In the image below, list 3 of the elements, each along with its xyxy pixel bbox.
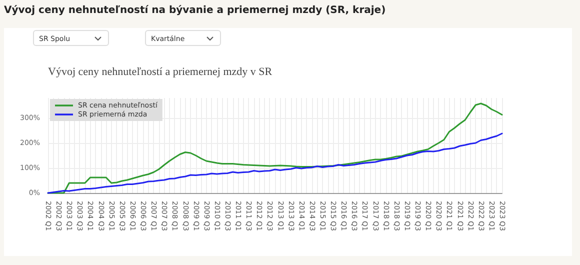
line-series [47,132,503,194]
chart-title: Vývoj ceny nehnuteľností na bývanie a priemernej mzdy (SR, kraje) [4,5,386,16]
chart-subtitle: Vývoj ceny nehnuteľností a priemernej mzdy v SR [48,66,272,78]
